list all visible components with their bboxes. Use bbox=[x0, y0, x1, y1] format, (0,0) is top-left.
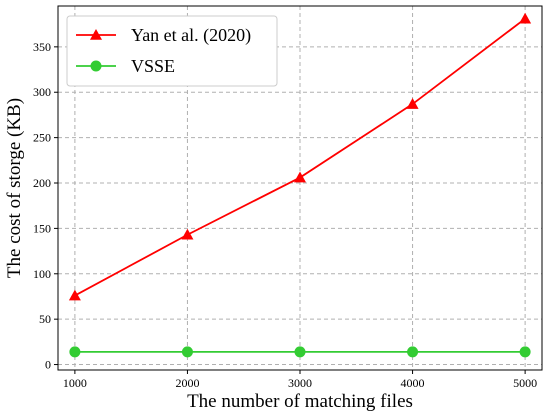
ticks: 1000 2000 3000 4000 5000 0 50 100 150 200 250 300 35… bbox=[33, 40, 537, 390]
data-point bbox=[294, 346, 306, 358]
y-tick-label: 200 bbox=[33, 176, 51, 190]
data-point bbox=[181, 346, 193, 358]
grid bbox=[58, 6, 542, 370]
y-tick-label: 50 bbox=[39, 312, 51, 326]
legend-marker bbox=[90, 29, 102, 40]
x-tick-label: 3000 bbox=[288, 376, 312, 390]
legend-box bbox=[66, 15, 278, 87]
data-point bbox=[294, 171, 306, 183]
data-point bbox=[69, 346, 81, 358]
y-tick-label: 250 bbox=[33, 131, 51, 145]
legend-marker bbox=[90, 60, 102, 72]
series-layer bbox=[68, 12, 532, 358]
y-tick-label: 350 bbox=[33, 40, 51, 54]
legend-label: Yan et al. (2020) bbox=[131, 25, 251, 46]
y-tick-label: 0 bbox=[45, 358, 51, 372]
legend: Yan et al. (2020) VSSE bbox=[66, 15, 278, 87]
x-tick-label: 4000 bbox=[401, 376, 425, 390]
x-tick-label: 2000 bbox=[175, 376, 199, 390]
data-point bbox=[68, 289, 81, 301]
x-tick-label: 1000 bbox=[63, 376, 87, 390]
y-tick-label: 300 bbox=[33, 85, 51, 99]
data-point bbox=[407, 346, 419, 358]
series-1 bbox=[69, 346, 531, 358]
y-tick-label: 150 bbox=[33, 221, 51, 235]
legend-label: VSSE bbox=[131, 56, 175, 76]
data-point bbox=[406, 98, 419, 109]
x-axis-label: The number of matching files bbox=[187, 391, 413, 412]
data-point bbox=[519, 346, 531, 358]
y-axis-label: The cost of storge (KB) bbox=[4, 98, 25, 278]
series-0 bbox=[68, 12, 532, 301]
x-tick-label: 5000 bbox=[513, 376, 537, 390]
legend-entry: VSSE bbox=[76, 56, 175, 76]
legend-entry: Yan et al. (2020) bbox=[76, 25, 251, 46]
y-tick-label: 100 bbox=[33, 267, 51, 281]
data-point bbox=[519, 12, 532, 24]
data-point bbox=[181, 228, 194, 240]
